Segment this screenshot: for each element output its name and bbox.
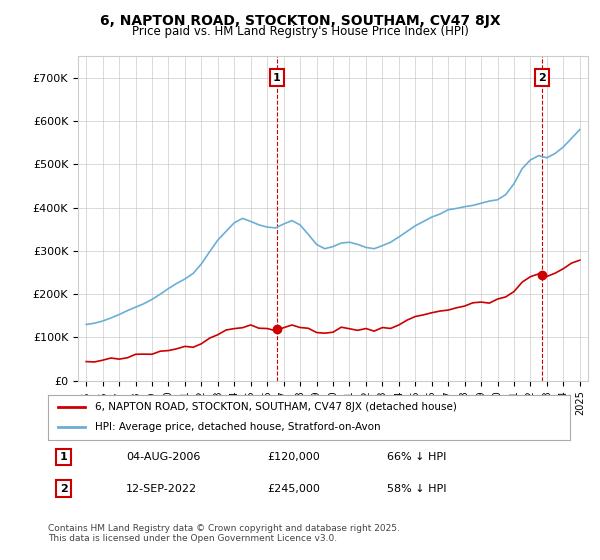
Text: 2: 2 — [60, 484, 68, 493]
Text: 1: 1 — [273, 73, 281, 83]
Text: Contains HM Land Registry data © Crown copyright and database right 2025.
This d: Contains HM Land Registry data © Crown c… — [48, 524, 400, 543]
Text: 6, NAPTON ROAD, STOCKTON, SOUTHAM, CV47 8JX: 6, NAPTON ROAD, STOCKTON, SOUTHAM, CV47 … — [100, 14, 500, 28]
Text: £245,000: £245,000 — [267, 484, 320, 493]
Text: 04-AUG-2006: 04-AUG-2006 — [127, 452, 200, 462]
Text: 58% ↓ HPI: 58% ↓ HPI — [388, 484, 447, 493]
Text: 1: 1 — [60, 452, 68, 462]
Text: 66% ↓ HPI: 66% ↓ HPI — [388, 452, 446, 462]
Text: 6, NAPTON ROAD, STOCKTON, SOUTHAM, CV47 8JX (detached house): 6, NAPTON ROAD, STOCKTON, SOUTHAM, CV47 … — [95, 402, 457, 412]
Text: HPI: Average price, detached house, Stratford-on-Avon: HPI: Average price, detached house, Stra… — [95, 422, 380, 432]
Text: Price paid vs. HM Land Registry's House Price Index (HPI): Price paid vs. HM Land Registry's House … — [131, 25, 469, 38]
Text: 12-SEP-2022: 12-SEP-2022 — [127, 484, 197, 493]
Text: 2: 2 — [538, 73, 546, 83]
Text: £120,000: £120,000 — [267, 452, 320, 462]
